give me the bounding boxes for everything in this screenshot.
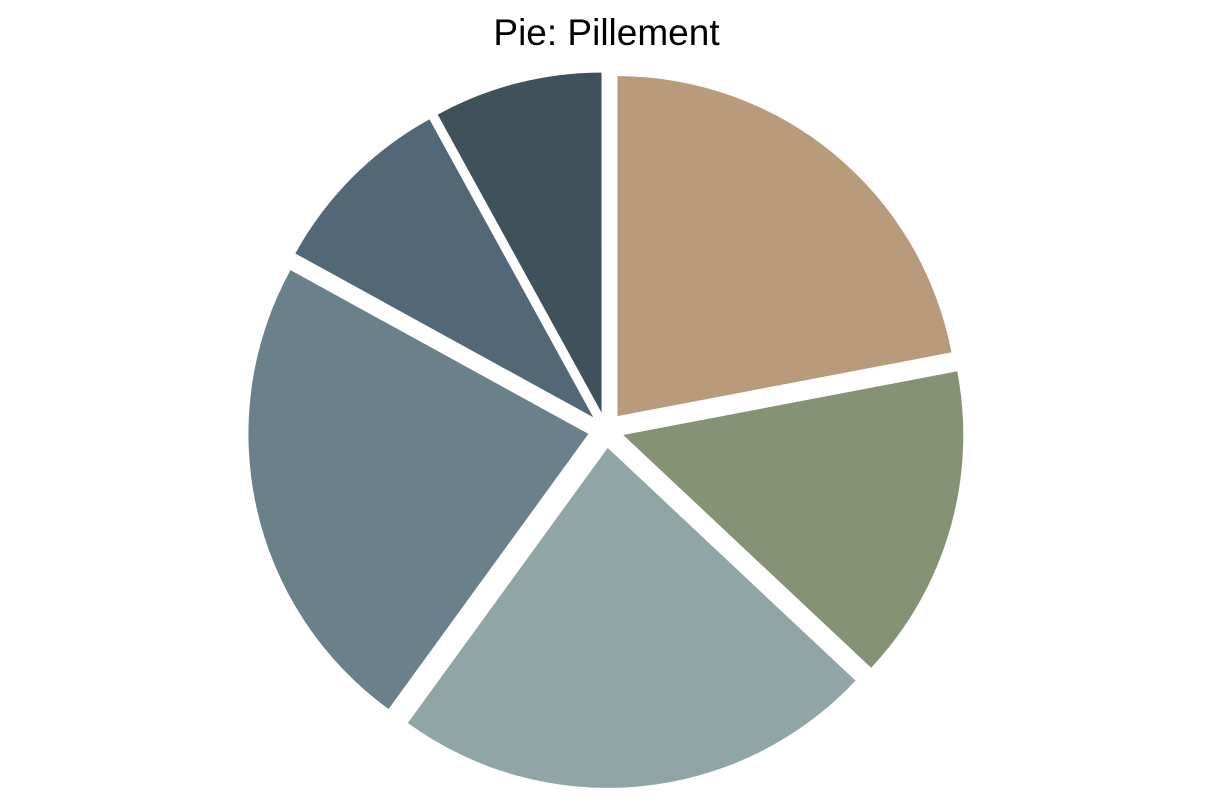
pie-slice-4 (248, 270, 589, 709)
pie-slice-3 (407, 447, 856, 788)
pie-slice-1 (617, 76, 952, 417)
pie-slice-6 (437, 72, 602, 413)
pie-slices (248, 72, 964, 788)
pie-slice-2 (623, 371, 964, 668)
chart-title: Pie: Pillement (493, 12, 720, 53)
pie-slice-5 (295, 119, 594, 418)
